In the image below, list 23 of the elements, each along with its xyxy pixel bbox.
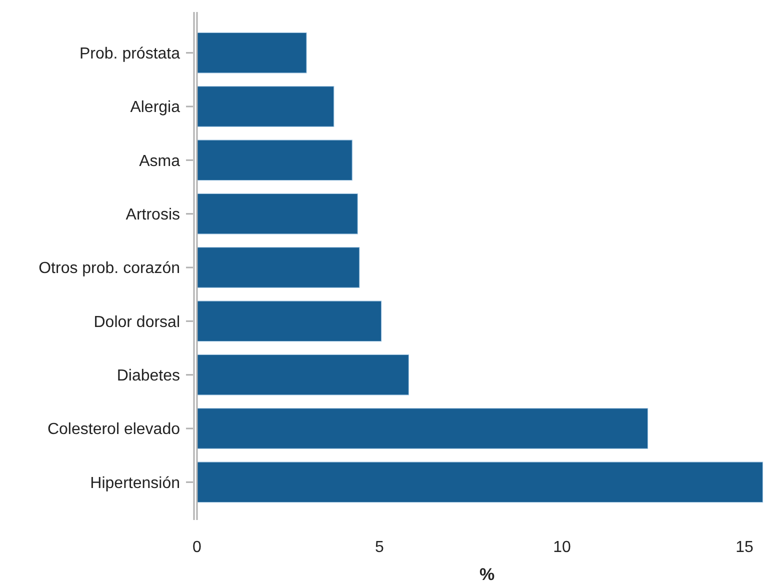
y-tick-label: Dolor dorsal	[94, 314, 180, 331]
y-tick-label: Diabetes	[116, 367, 180, 384]
y-tick-label: Otros prob. corazón	[38, 260, 180, 278]
y-tick-label: Colesterol elevado	[47, 421, 180, 438]
bar	[196, 193, 358, 234]
y-tick-label: Prob. próstata	[80, 45, 180, 62]
bar	[196, 408, 648, 449]
bar	[196, 462, 764, 503]
x-tick-label: 5	[375, 539, 384, 556]
bar	[196, 86, 334, 127]
x-tick-label: 15	[736, 539, 754, 556]
y-tick-label: Alergia	[130, 99, 180, 116]
y-tick-label: Asma	[139, 152, 180, 170]
bar	[196, 32, 307, 74]
x-tick-label: 10	[553, 539, 571, 556]
x-tick-label: 0	[192, 539, 202, 556]
bar	[196, 140, 352, 181]
bar	[196, 300, 382, 342]
x-axis-title: %	[479, 565, 495, 583]
y-tick-label: Artrosis	[126, 206, 180, 224]
bar	[196, 247, 360, 288]
y-tick-label: Hipertensión	[90, 474, 180, 492]
bar	[196, 354, 409, 396]
